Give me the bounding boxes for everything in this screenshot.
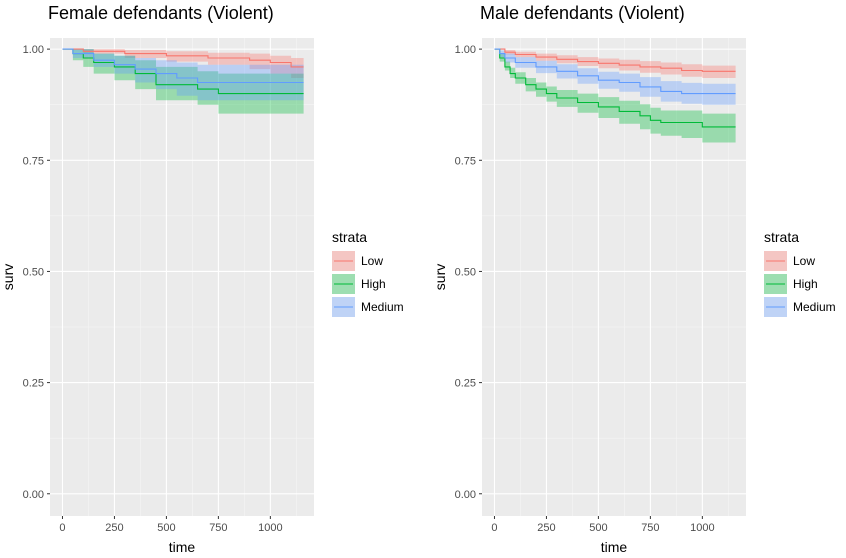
legend-key-medium [764,297,787,317]
y-tick-label: 0.50 [23,266,44,278]
survival-line-high [494,48,736,128]
x-tick-label: 1000 [258,522,282,534]
x-tick-label: 750 [209,522,227,534]
legend-label: Low [361,254,383,268]
x-axis-label: time [601,539,628,555]
survival-line-low [494,48,736,72]
y-tick-label: 0.75 [455,155,476,167]
legend-label: High [361,277,386,291]
y-tick-label: 0.50 [455,266,476,278]
chart-panel-1: Male defendants (Violent) 0.00 0.25 0.50 0.7… [432,3,836,555]
x-tick-label: 500 [589,522,607,534]
legend-key-low [764,251,787,271]
legend-label: Low [793,254,815,268]
y-tick-label: 1.00 [23,44,44,56]
y-tick-label: 0.25 [455,378,476,390]
legend-label: Medium [361,300,404,314]
legend-label: Medium [793,300,836,314]
legend-key-medium [332,297,355,317]
legend-key-high [332,274,355,294]
chart-panel-0: Female defendants (Violent) 0.00 0.25 0.50 0… [0,3,404,555]
x-tick-label: 250 [105,522,123,534]
legend-title: strata [764,229,799,245]
survival-line-low [62,48,304,68]
y-tick-label: 0.00 [455,489,476,501]
legend-label: High [793,277,818,291]
y-tick-label: 1.00 [455,44,476,56]
x-tick-label: 750 [641,522,659,534]
x-axis-label: time [169,539,196,555]
ci-ribbon-medium [62,49,304,101]
y-axis-label: surv [0,264,16,290]
chart-title: Female defendants (Violent) [48,3,274,23]
x-tick-label: 500 [157,522,175,534]
ci-ribbon-medium [494,49,736,105]
x-tick-label: 0 [491,522,497,534]
y-tick-label: 0.75 [23,155,44,167]
legend: strata Low High Medium [764,229,836,317]
ci-ribbon-low [62,49,304,78]
x-tick-label: 250 [537,522,555,534]
legend-key-high [764,274,787,294]
x-tick-label: 0 [59,522,65,534]
survival-line-medium [62,48,304,84]
legend-key-low [332,251,355,271]
survival-line-medium [494,48,736,95]
chart-title: Male defendants (Violent) [480,3,685,23]
x-tick-label: 1000 [690,522,714,534]
ci-ribbon-high [494,49,736,143]
legend: strata Low High Medium [332,229,404,317]
legend-title: strata [332,229,367,245]
y-axis-label: surv [432,264,448,290]
y-tick-label: 0.00 [23,489,44,501]
y-tick-label: 0.25 [23,378,44,390]
